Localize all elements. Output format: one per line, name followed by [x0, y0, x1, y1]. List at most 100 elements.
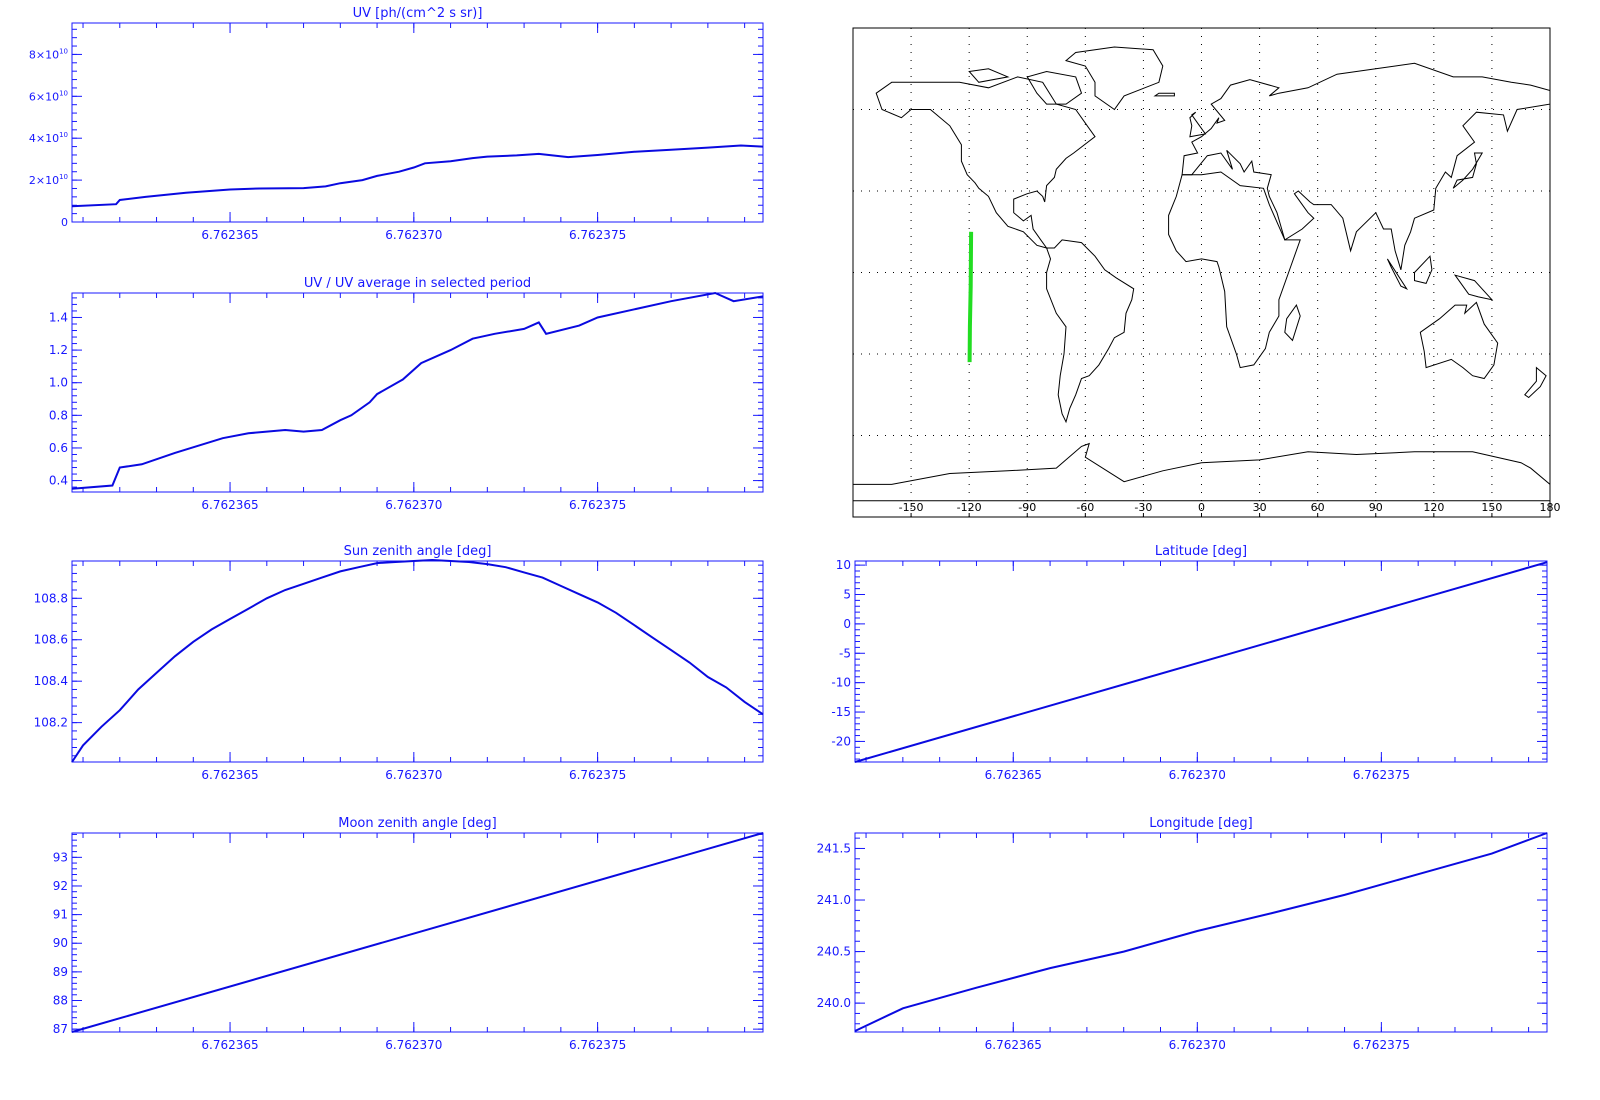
x-tick-label: 6.762365	[201, 228, 258, 242]
y-tick-label: 0	[61, 216, 68, 229]
y-tick-label: -10	[831, 676, 851, 690]
coastline	[1189, 111, 1207, 138]
map-x-tick-label: 120	[1423, 501, 1444, 514]
map-x-tick-label: -120	[957, 501, 982, 514]
chart-title: UV / UV average in selected period	[304, 276, 531, 291]
x-tick-label: 6.762375	[569, 498, 626, 512]
y-tick-mantissa: 6×10	[29, 90, 59, 103]
series-line	[854, 561, 1548, 763]
y-tick-label: 108.2	[34, 716, 68, 730]
y-tick-label: 0.6	[49, 441, 68, 455]
y-tick-label: 93	[53, 850, 68, 864]
map-x-tick-label: 90	[1369, 501, 1383, 514]
map-x-tick-label: 0	[1198, 501, 1205, 514]
y-tick-label: 2×1010	[29, 173, 68, 187]
y-tick-label: 6×1010	[29, 89, 68, 103]
plot-frame	[71, 832, 764, 1033]
x-tick-label: 6.762375	[569, 1038, 626, 1052]
y-tick-label: 89	[53, 965, 68, 979]
coastline	[1284, 304, 1301, 342]
series-line	[71, 832, 764, 1033]
coastline	[1452, 152, 1484, 189]
x-tick-label: 6.762370	[385, 768, 442, 782]
y-tick-label: 1.4	[49, 310, 68, 324]
plot-frame	[854, 560, 1548, 763]
x-tick-label: 6.762370	[1169, 768, 1226, 782]
moon-zenith-chart: Moon zenith angle [deg] 6.762365 6.762370 6…	[53, 816, 764, 1052]
coastline	[968, 68, 1010, 83]
plot-frame	[71, 560, 764, 763]
map-x-tick-label: 60	[1311, 501, 1325, 514]
y-tick-label: 1.0	[49, 376, 68, 390]
chart-title: Longitude [deg]	[1149, 816, 1252, 831]
coastline	[1524, 366, 1547, 399]
x-tick-label: 6.762365	[201, 498, 258, 512]
longitude-chart: Longitude [deg] 6.762365 6.762370 6.762375 2…	[817, 816, 1548, 1052]
y-tick-mantissa: 8×10	[29, 48, 59, 61]
x-tick-label: 6.762365	[201, 1038, 258, 1052]
uv-ratio-chart: UV / UV average in selected period 6.7623…	[49, 276, 764, 512]
map-x-tick-label: -30	[1134, 501, 1152, 514]
y-tick-label: 0.8	[49, 408, 68, 422]
y-tick-label: 108.6	[34, 633, 68, 647]
x-tick-label: 6.762370	[385, 228, 442, 242]
coastline	[1181, 62, 1551, 270]
y-tick-label: 241.5	[817, 841, 851, 855]
x-tick-label: 6.762375	[569, 768, 626, 782]
y-tick-label: 108.4	[34, 674, 68, 688]
y-tick-label: -20	[831, 734, 851, 748]
chart-title: Latitude [deg]	[1155, 544, 1247, 559]
x-tick-label: 6.762370	[385, 1038, 442, 1052]
series-line	[854, 832, 1548, 1032]
x-tick-label: 6.762370	[385, 498, 442, 512]
coastline	[1045, 239, 1135, 424]
x-tick-label: 6.762375	[1353, 768, 1410, 782]
latitude-chart: Latitude [deg] 6.762365 6.762370 6.762375 -2…	[831, 544, 1548, 782]
y-tick-mantissa: 4×10	[29, 132, 59, 145]
y-tick-label: 92	[53, 879, 68, 893]
sun-zenith-chart: Sun zenith angle [deg] 6.762365 6.762370 6.…	[34, 544, 764, 782]
map-x-tick-label: 180	[1540, 501, 1561, 514]
coastline	[1386, 258, 1409, 290]
coastline	[1064, 46, 1164, 111]
coastline	[1414, 255, 1433, 284]
plot-frame	[71, 22, 764, 223]
uv-chart: UV [ph/(cm^2 s sr)] 6.762365 6.762370 6.762…	[29, 6, 764, 242]
coastline	[1153, 92, 1175, 97]
y-tick-label: 5	[843, 588, 851, 602]
y-tick-exponent: 10	[59, 89, 68, 97]
map-x-tick-label: 150	[1481, 501, 1502, 514]
coastline	[1168, 171, 1301, 369]
coastline	[1419, 301, 1499, 380]
y-tick-label: 0	[843, 617, 851, 631]
y-tick-mantissa: 2×10	[29, 174, 59, 187]
series-line	[71, 558, 764, 763]
plot-frame	[854, 832, 1548, 1033]
x-tick-label: 6.762365	[985, 768, 1042, 782]
chart-title: Moon zenith angle [deg]	[338, 816, 496, 831]
x-tick-label: 6.762375	[569, 228, 626, 242]
y-tick-label: 91	[53, 908, 68, 922]
y-tick-label: 90	[53, 936, 68, 950]
x-tick-label: 6.762365	[201, 768, 258, 782]
x-tick-label: 6.762370	[1169, 1038, 1226, 1052]
plot-frame	[71, 292, 764, 493]
coastline	[1026, 70, 1083, 105]
y-tick-label: 88	[53, 994, 68, 1008]
map-x-tick-label: -60	[1076, 501, 1094, 514]
y-tick-mantissa: 0	[61, 216, 68, 229]
x-tick-label: 6.762365	[985, 1038, 1042, 1052]
y-tick-label: 240.0	[817, 996, 851, 1010]
y-tick-label: 241.0	[817, 893, 851, 907]
y-tick-label: 0.4	[49, 474, 68, 488]
x-tick-label: 6.762375	[1353, 1038, 1410, 1052]
y-tick-label: -15	[831, 705, 851, 719]
y-tick-exponent: 10	[59, 173, 68, 181]
y-tick-label: 240.5	[817, 945, 851, 959]
series-line	[71, 144, 764, 208]
y-tick-exponent: 10	[59, 131, 68, 139]
y-tick-label: 1.2	[49, 343, 68, 357]
chart-title: Sun zenith angle [deg]	[344, 544, 492, 559]
y-tick-label: 8×1010	[29, 47, 68, 61]
map-x-tick-label: -150	[899, 501, 924, 514]
